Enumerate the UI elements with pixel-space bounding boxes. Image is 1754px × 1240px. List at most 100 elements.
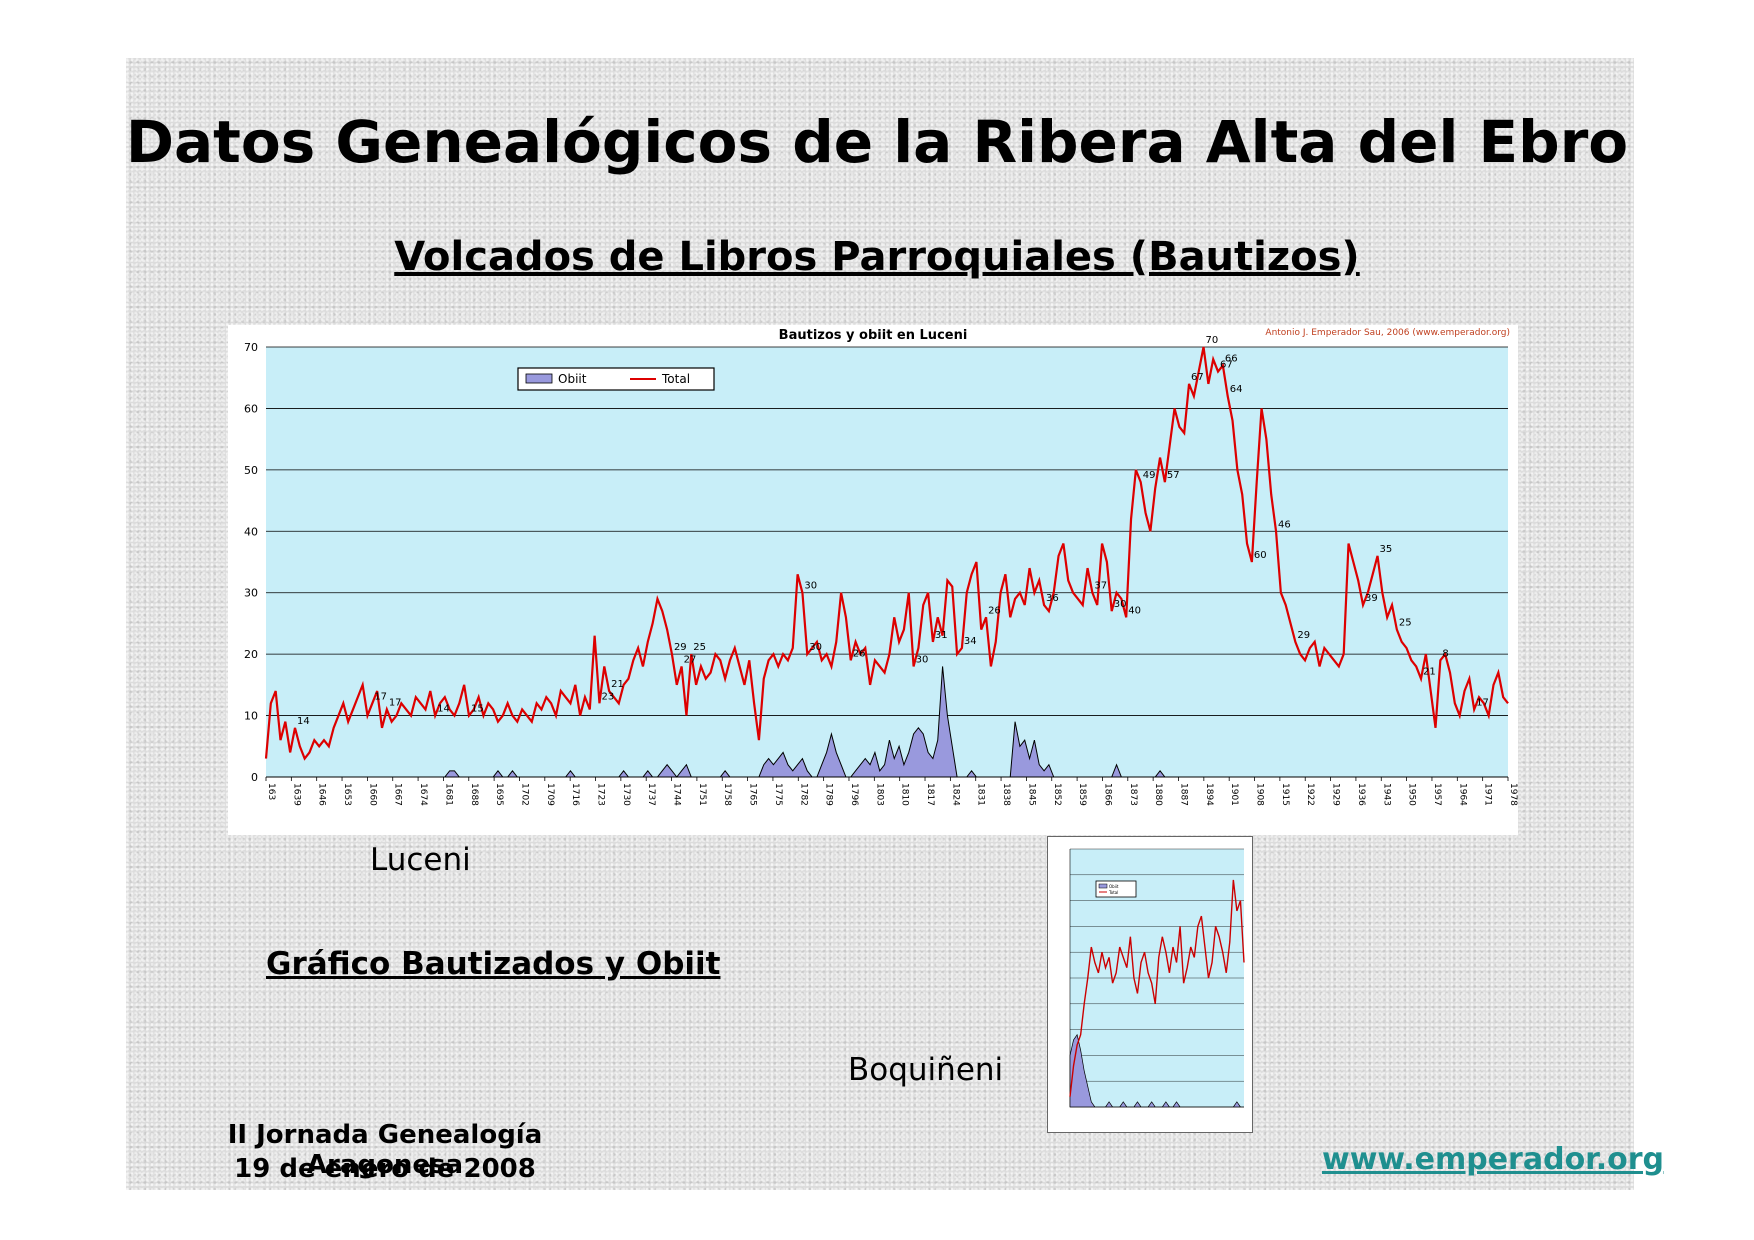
- data-label: 31: [935, 630, 948, 641]
- data-label: 23: [601, 691, 614, 702]
- luceni-legend: Obiit Total: [518, 368, 714, 390]
- page-title: Datos Genealógicos de la Ribera Alta del…: [0, 108, 1754, 176]
- small-legend-total-label: Total: [1108, 890, 1118, 895]
- x-tick-label: 1929: [1331, 783, 1341, 806]
- data-label: 67: [1191, 372, 1204, 383]
- x-tick-label: 1653: [342, 783, 352, 806]
- data-label: 46: [1278, 519, 1291, 530]
- data-label: 21: [1423, 667, 1436, 678]
- y-tick-label: 30: [244, 587, 258, 600]
- boquineni-legend: Obiit Total: [1096, 881, 1136, 897]
- x-tick-label: 1709: [545, 783, 555, 806]
- y-tick-label: 0: [251, 771, 258, 784]
- legend-obiit-label: Obiit: [558, 372, 587, 386]
- small-legend-obiit-label: Obiit: [1109, 884, 1119, 889]
- x-tick-label: 1810: [900, 783, 910, 806]
- luceni-chart-title: Bautizos y obiit en Luceni: [779, 328, 968, 343]
- x-tick-label: 1936: [1356, 783, 1366, 806]
- data-label: 14: [297, 716, 310, 727]
- data-label: 49: [1143, 470, 1156, 481]
- data-label: 35: [1380, 544, 1393, 555]
- x-tick-label: 1765: [748, 783, 758, 806]
- legend-total-label: Total: [661, 372, 690, 386]
- x-tick-label: 1730: [621, 783, 631, 806]
- grafico-label: Gráfico Bautizados y Obiit: [266, 946, 720, 982]
- data-label: 25: [1399, 618, 1412, 629]
- x-tick-label: 1695: [494, 783, 504, 806]
- x-tick-label: 1887: [1178, 783, 1188, 806]
- data-label: 30: [809, 642, 822, 653]
- website-link[interactable]: www.emperador.org: [1322, 1142, 1664, 1177]
- y-tick-label: 70: [244, 341, 258, 354]
- data-label: 25: [693, 642, 706, 653]
- luceni-chart: Bautizos y obiit en Luceni Antonio J. Em…: [228, 325, 1518, 835]
- data-label: 29: [674, 642, 687, 653]
- x-tick-label: 1852: [1052, 783, 1062, 806]
- x-tick-label: 1908: [1255, 783, 1265, 806]
- x-tick-label: 1660: [367, 783, 377, 806]
- x-tick-label: 1845: [1026, 783, 1036, 806]
- luceni-x-axis: 163 1639 1646 1653 1660 1667 1674 1681 1688 1695 1…: [266, 777, 1518, 806]
- data-label: 17: [1476, 697, 1489, 708]
- x-tick-label: 1716: [570, 783, 580, 806]
- data-label: 17: [389, 697, 402, 708]
- x-tick-label: 1803: [874, 783, 884, 806]
- x-tick-label: 1873: [1128, 783, 1138, 806]
- x-tick-label: 1831: [976, 783, 986, 806]
- x-tick-label: 1674: [418, 783, 428, 806]
- y-tick-label: 20: [244, 648, 258, 661]
- x-tick-label: 1796: [849, 783, 859, 806]
- data-label: 64: [1230, 384, 1243, 395]
- data-label: 30: [1114, 599, 1127, 610]
- data-label: 26: [853, 648, 866, 659]
- x-tick-label: 1838: [1001, 783, 1011, 806]
- x-tick-label: 1901: [1229, 783, 1239, 806]
- luceni-chart-svg: Bautizos y obiit en Luceni Antonio J. Em…: [228, 325, 1518, 835]
- data-label: 8: [1442, 648, 1448, 659]
- x-tick-label: 1751: [697, 783, 707, 806]
- x-tick-label: 1789: [824, 783, 834, 806]
- data-label: 66: [1225, 353, 1238, 364]
- x-tick-label: 1866: [1102, 783, 1112, 806]
- data-label: 14: [437, 704, 450, 715]
- x-tick-label: 1667: [393, 783, 403, 806]
- boquineni-chart: Obiit Total: [1047, 836, 1253, 1133]
- x-tick-label: 1817: [925, 783, 935, 806]
- x-tick-label: 1758: [722, 783, 732, 806]
- x-tick-label: 1964: [1457, 783, 1467, 806]
- x-tick-label: 163: [266, 783, 276, 800]
- data-label: 21: [611, 679, 624, 690]
- x-tick-label: 1950: [1407, 783, 1417, 806]
- luceni-y-axis: 0 10 20 30 40 50 60 70: [244, 341, 258, 784]
- luceni-label: Luceni: [370, 842, 471, 878]
- y-tick-label: 60: [244, 402, 258, 415]
- luceni-chart-credit: Antonio J. Emperador Sau, 2006 (www.empe…: [1265, 328, 1510, 338]
- data-label: 40: [1128, 605, 1141, 616]
- data-label: 29: [1297, 630, 1310, 641]
- data-label: 39: [1365, 593, 1378, 604]
- x-tick-label: 1744: [672, 783, 682, 806]
- small-legend-obiit-swatch: [1099, 884, 1107, 888]
- y-tick-label: 40: [244, 525, 258, 538]
- data-label: 17: [374, 691, 387, 702]
- data-label: 37: [1094, 581, 1107, 592]
- x-tick-label: 1824: [950, 783, 960, 806]
- x-tick-label: 1922: [1305, 783, 1315, 806]
- boquineni-label: Boquiñeni: [848, 1052, 1003, 1088]
- x-tick-label: 1957: [1432, 783, 1442, 806]
- x-tick-label: 1978: [1508, 783, 1518, 806]
- subtitle-text: Volcados de Libros Parroquiales (Bautizo…: [394, 234, 1359, 280]
- data-label: 15: [471, 704, 484, 715]
- x-tick-label: 1775: [773, 783, 783, 806]
- data-label: 30: [804, 581, 817, 592]
- boquineni-chart-svg: Obiit Total: [1048, 837, 1252, 1132]
- data-label: 30: [916, 654, 929, 665]
- data-label: 36: [1046, 593, 1059, 604]
- page-subtitle: Volcados de Libros Parroquiales (Bautizo…: [0, 234, 1754, 280]
- data-label: 34: [964, 636, 977, 647]
- data-label: 27: [684, 654, 697, 665]
- x-tick-label: 1971: [1483, 783, 1493, 806]
- x-tick-label: 1943: [1381, 783, 1391, 806]
- x-tick-label: 1782: [798, 783, 808, 806]
- legend-obiit-swatch: [526, 374, 552, 383]
